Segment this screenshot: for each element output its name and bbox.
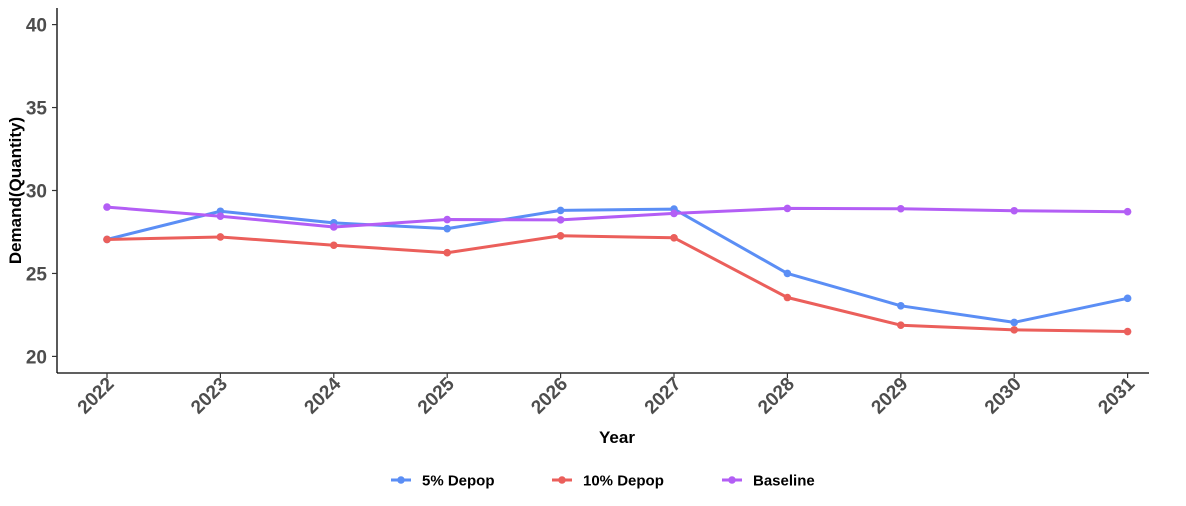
data-point <box>897 302 905 310</box>
data-point <box>1123 294 1132 303</box>
data-point <box>1010 318 1018 327</box>
data-point <box>443 248 452 257</box>
data-point <box>443 215 452 224</box>
legend-label: Baseline <box>753 473 815 490</box>
series-10-depop <box>103 231 1132 336</box>
data-point <box>783 204 792 213</box>
legend-swatch-point <box>728 476 736 484</box>
x-tick-label: 2025 <box>414 373 459 418</box>
legend-swatch-point <box>558 476 566 484</box>
legend-item: Baseline <box>722 473 815 490</box>
data-point <box>897 204 905 213</box>
data-point <box>670 233 678 242</box>
series-layer <box>103 203 1132 336</box>
data-point <box>670 209 678 218</box>
y-tick-label: 25 <box>26 264 48 285</box>
x-tick-label: 2031 <box>1094 373 1139 418</box>
y-tick-label: 30 <box>26 182 47 203</box>
x-tick-label: 2027 <box>641 374 686 419</box>
legend-item: 10% Depop <box>552 473 664 490</box>
x-tick-label: 2024 <box>301 373 346 418</box>
legend-item: 5% Depop <box>391 473 495 490</box>
y-ticks: 20 25 30 35 40 <box>26 16 57 368</box>
series-baseline <box>103 203 1132 231</box>
data-point <box>1010 206 1018 215</box>
x-tick-label: 2022 <box>74 374 119 419</box>
y-tick-label: 20 <box>26 347 47 368</box>
series-line <box>105 205 1130 229</box>
data-point <box>216 212 225 221</box>
legend-label: 5% Depop <box>422 473 495 490</box>
legend: 5% Depop 10% Depop Baseline <box>391 473 815 490</box>
data-point <box>1123 207 1132 216</box>
series-line <box>105 207 1130 324</box>
data-point <box>330 241 338 250</box>
x-tick-label: 2023 <box>187 374 232 419</box>
legend-label: 10% Depop <box>583 473 664 490</box>
x-tick-label: 2029 <box>868 374 913 419</box>
data-point <box>783 269 792 278</box>
data-point <box>216 233 225 241</box>
x-tick-label: 2028 <box>754 374 799 419</box>
data-point <box>330 223 338 231</box>
series-5-depop <box>103 205 1132 327</box>
data-point <box>556 206 565 215</box>
data-point <box>1123 327 1132 336</box>
data-point <box>1010 326 1018 334</box>
data-point <box>556 216 565 224</box>
data-point <box>783 293 792 302</box>
data-point <box>103 203 111 211</box>
data-point <box>443 224 452 233</box>
x-ticks: 2022 2023 2024 2025 2026 2027 2028 2029 2030 2031 <box>74 373 1139 419</box>
x-axis-title: Year <box>599 428 635 447</box>
x-tick-label: 2030 <box>981 374 1026 419</box>
y-tick-label: 35 <box>26 99 48 120</box>
y-axis-title: Demand(Quantity) <box>6 117 25 264</box>
data-point <box>897 321 905 330</box>
data-point <box>103 235 111 244</box>
series-line <box>105 234 1130 334</box>
x-tick-label: 2026 <box>527 374 572 419</box>
data-point <box>556 231 565 240</box>
y-tick-label: 40 <box>26 16 47 37</box>
legend-swatch-point <box>397 476 405 484</box>
